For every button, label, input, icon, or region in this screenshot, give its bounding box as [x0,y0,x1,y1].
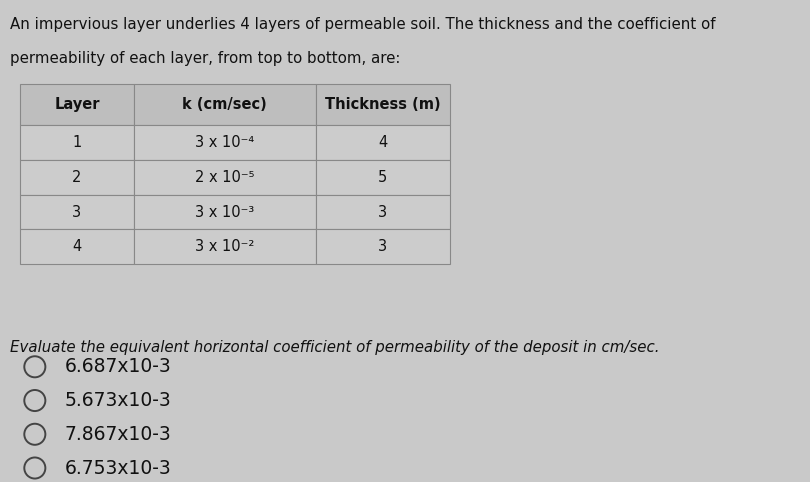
FancyBboxPatch shape [316,125,450,160]
FancyBboxPatch shape [20,229,134,264]
Text: 4: 4 [72,239,82,254]
FancyBboxPatch shape [134,160,316,195]
Text: 7.867x10-3: 7.867x10-3 [65,425,172,444]
FancyBboxPatch shape [134,195,316,229]
Text: 3 x 10⁻³: 3 x 10⁻³ [195,204,254,220]
FancyBboxPatch shape [316,229,450,264]
FancyBboxPatch shape [20,84,134,125]
Text: k (cm/sec): k (cm/sec) [182,97,267,112]
Text: Evaluate the equivalent horizontal coefficient of permeability of the deposit in: Evaluate the equivalent horizontal coeff… [10,340,659,355]
Text: 6.687x10-3: 6.687x10-3 [65,357,172,376]
FancyBboxPatch shape [134,229,316,264]
FancyBboxPatch shape [316,195,450,229]
FancyBboxPatch shape [20,195,134,229]
FancyBboxPatch shape [316,84,450,125]
Text: 5: 5 [378,170,387,185]
FancyBboxPatch shape [20,125,134,160]
Text: 4: 4 [378,135,387,150]
FancyBboxPatch shape [316,160,450,195]
Text: 5.673x10-3: 5.673x10-3 [65,391,172,410]
Text: Thickness (m): Thickness (m) [325,97,441,112]
Text: 3: 3 [72,204,82,220]
Text: 3: 3 [378,204,387,220]
Text: 1: 1 [72,135,82,150]
Text: 2: 2 [72,170,82,185]
Text: 2 x 10⁻⁵: 2 x 10⁻⁵ [195,170,254,185]
Text: 3 x 10⁻²: 3 x 10⁻² [195,239,254,254]
Text: An impervious layer underlies 4 layers of permeable soil. The thickness and the : An impervious layer underlies 4 layers o… [10,17,715,32]
FancyBboxPatch shape [134,84,316,125]
FancyBboxPatch shape [134,125,316,160]
FancyBboxPatch shape [20,160,134,195]
Text: 3: 3 [378,239,387,254]
Text: 3 x 10⁻⁴: 3 x 10⁻⁴ [195,135,254,150]
Text: permeability of each layer, from top to bottom, are:: permeability of each layer, from top to … [10,51,400,66]
Text: Layer: Layer [54,97,100,112]
Text: 6.753x10-3: 6.753x10-3 [65,458,172,478]
